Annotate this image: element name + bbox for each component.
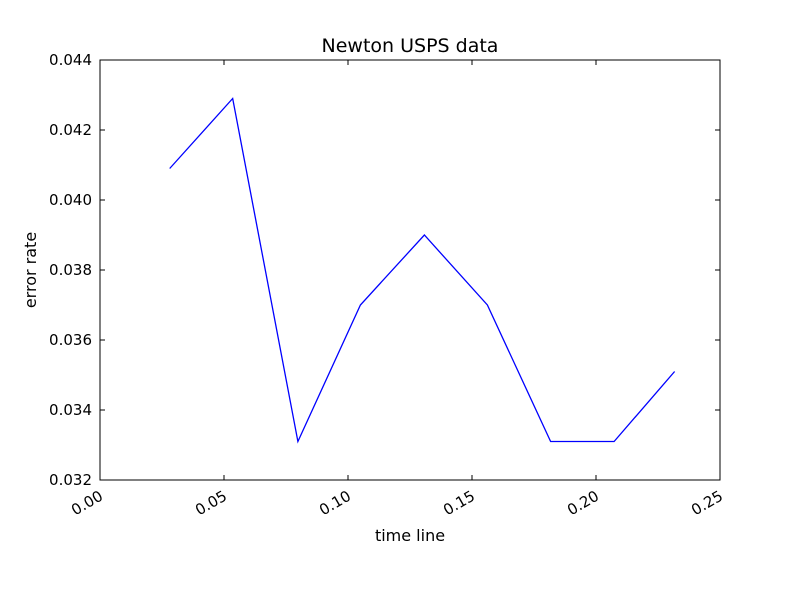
- x-axis-label: time line: [375, 526, 445, 545]
- y-axis: 0.032 0.034 0.036 0.038 0.040 0.042 0.044: [49, 51, 720, 489]
- plot-area: [169, 97, 676, 444]
- chart-title: Newton USPS data: [322, 35, 499, 57]
- y-axis-label: error rate: [21, 232, 40, 308]
- y-tick-label: 0.032: [49, 471, 92, 489]
- y-tick-label: 0.036: [49, 331, 92, 349]
- series-line-0: [169, 97, 676, 444]
- y-tick-label: 0.040: [49, 191, 92, 209]
- y-tick-label: 0.044: [49, 51, 92, 69]
- y-tick-label: 0.042: [49, 121, 92, 139]
- y-tick-label: 0.038: [49, 261, 92, 279]
- y-tick-label: 0.034: [49, 401, 92, 419]
